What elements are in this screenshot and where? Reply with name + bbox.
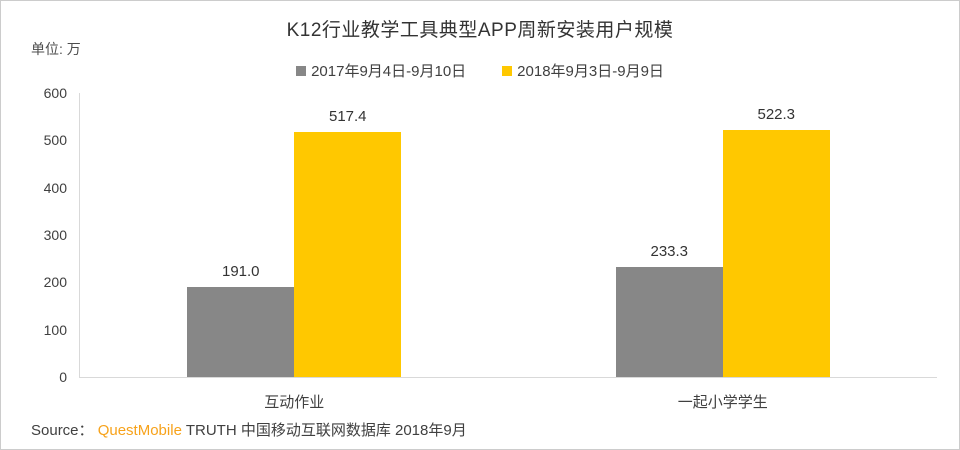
legend-swatch-2018 — [502, 65, 513, 76]
legend-swatch-2017 — [296, 65, 307, 76]
y-axis-tick-label: 600 — [43, 85, 67, 101]
y-axis-tick-label: 200 — [43, 274, 67, 291]
legend-item-2018: 2018年9月3日-9月9日 — [502, 60, 664, 81]
bar-一起小学学生-series1 — [722, 130, 830, 377]
bar-value-label: 233.3 — [650, 243, 689, 260]
source-suffix: TRUTH 中国移动互联网数据库 2018年9月 — [185, 422, 467, 439]
bar-value-label: 517.4 — [328, 108, 367, 125]
source-line: Source： QuestMobile TRUTH 中国移动互联网数据库 201… — [31, 419, 467, 440]
bar-一起小学学生-series0 — [615, 267, 723, 377]
y-axis-tick-label: 100 — [43, 321, 67, 338]
x-category-label: 一起小学学生 — [677, 394, 768, 411]
bar-value-label: 191.0 — [221, 263, 260, 280]
y-axis-tick-label: 500 — [43, 132, 67, 149]
chart-title: K12行业教学工具典型APP周新安装用户规模 — [286, 20, 674, 41]
bar-互动作业-series1 — [294, 132, 402, 377]
y-axis-tick-label: 400 — [43, 179, 67, 196]
bar-互动作业-series0 — [187, 287, 295, 377]
legend-item-2017: 2017年9月4日-9月10日 — [296, 60, 466, 81]
legend-label-2017: 2017年9月4日-9月10日 — [311, 63, 467, 80]
bar-value-label: 522.3 — [757, 106, 796, 123]
plot-area: 191.0 517.4 互动作业 233.3 522.3 一起小学学生 — [79, 93, 937, 411]
unit-label: 单位: 万 — [31, 41, 81, 57]
legend-label-2018: 2018年9月3日-9月9日 — [517, 63, 664, 80]
y-axis-tick-label: 0 — [59, 369, 67, 385]
x-category-label: 互动作业 — [264, 394, 325, 411]
legend: 2017年9月4日-9月10日 2018年9月3日-9月9日 — [1, 60, 959, 81]
source-prefix: Source： — [31, 422, 94, 439]
y-axis-tick-label: 300 — [43, 227, 67, 243]
source-brand: QuestMobile — [97, 422, 182, 439]
